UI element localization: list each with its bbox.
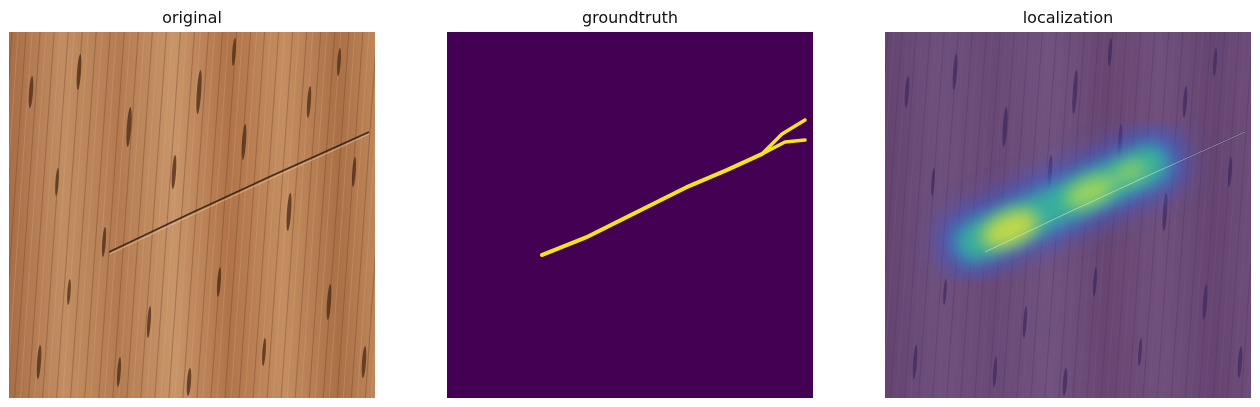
panel-title-groundtruth: groundtruth [581, 8, 678, 27]
panel-localization: localization [885, 0, 1251, 407]
localization-heatmap-image [885, 32, 1251, 398]
panel-groundtruth: groundtruth [447, 0, 813, 407]
groundtruth-mask-image [447, 32, 813, 398]
panel-original: original [9, 0, 375, 407]
panel-title-localization: localization [1022, 8, 1114, 27]
panel-title-original: original [162, 8, 222, 27]
original-wood-image [9, 32, 375, 398]
